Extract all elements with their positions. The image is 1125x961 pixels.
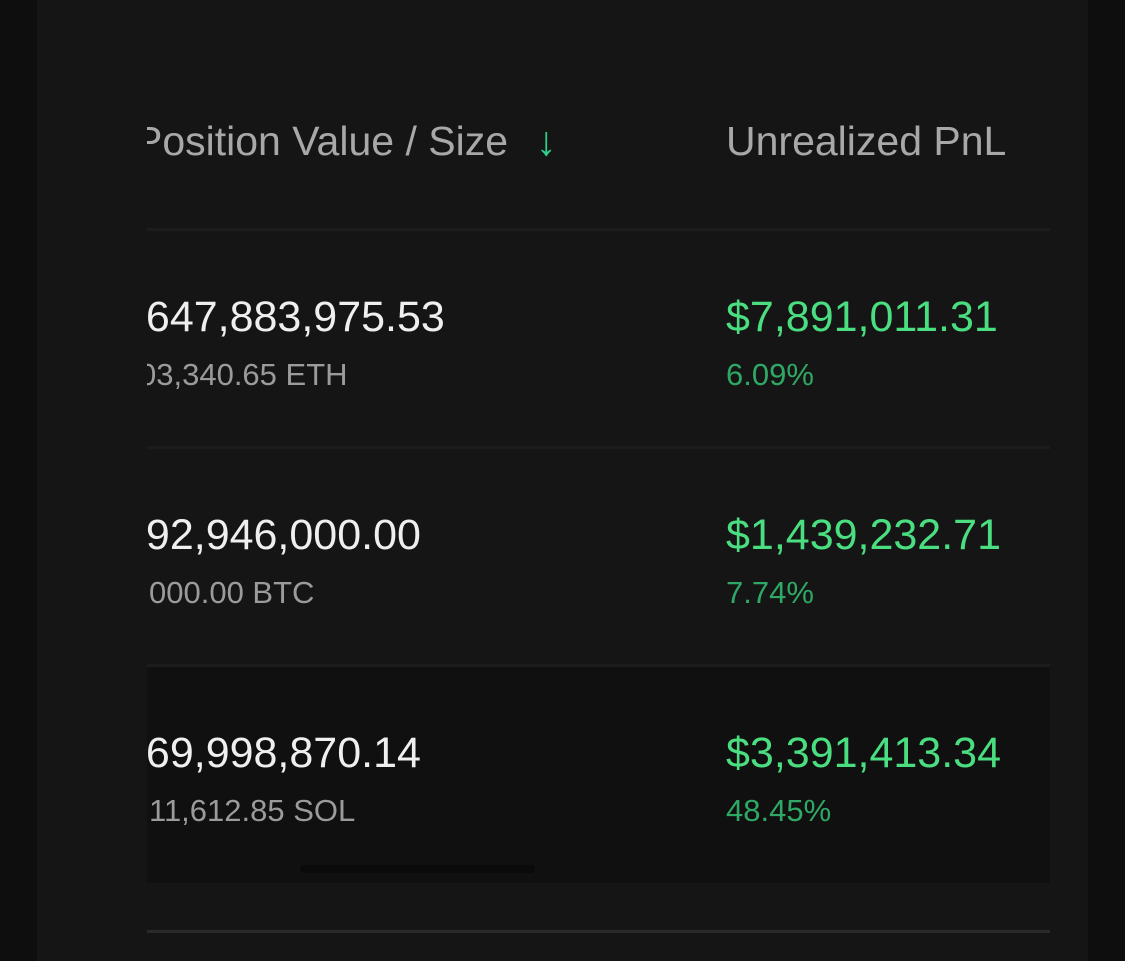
position-value: $92,946,000.00 <box>147 511 421 559</box>
divider <box>147 228 1050 231</box>
position-size: 000.00 BTC <box>149 575 315 610</box>
table-row[interactable]: $647,883,975.53 03,340.65 ETH $7,891,011… <box>147 231 1050 447</box>
column-header-label: Position Value / Size <box>147 118 509 164</box>
position-value: $69,998,870.14 <box>147 729 421 777</box>
position-value: $647,883,975.53 <box>147 293 445 341</box>
unrealized-pnl-percent: 7.74% <box>726 575 814 610</box>
positions-panel: Position Value / Size ↓ Unrealized PnL $6… <box>37 0 1088 961</box>
divider <box>147 664 1050 667</box>
position-size: 03,340.65 ETH <box>147 357 348 392</box>
unrealized-pnl: $1,439,232.71 <box>726 511 1001 559</box>
horizontal-scrollbar[interactable] <box>300 865 535 873</box>
unrealized-pnl-percent: 6.09% <box>726 357 814 392</box>
column-header-unrealized-pnl[interactable]: Unrealized PnL <box>726 118 1007 164</box>
arrow-down-icon[interactable]: ↓ <box>536 118 557 164</box>
divider <box>147 930 1050 933</box>
unrealized-pnl: $3,391,413.34 <box>726 729 1001 777</box>
unrealized-pnl-percent: 48.45% <box>726 793 832 828</box>
table-row[interactable]: $92,946,000.00 000.00 BTC $1,439,232.71 … <box>147 449 1050 665</box>
column-header-position-value[interactable]: Position Value / Size ↓ <box>147 118 557 165</box>
position-size: 11,612.85 SOL <box>149 793 356 828</box>
unrealized-pnl: $7,891,011.31 <box>726 293 998 341</box>
table-row[interactable]: $69,998,870.14 11,612.85 SOL $3,391,413.… <box>147 667 1050 883</box>
divider <box>147 446 1050 449</box>
positions-table: Position Value / Size ↓ Unrealized PnL $6… <box>147 0 1050 961</box>
